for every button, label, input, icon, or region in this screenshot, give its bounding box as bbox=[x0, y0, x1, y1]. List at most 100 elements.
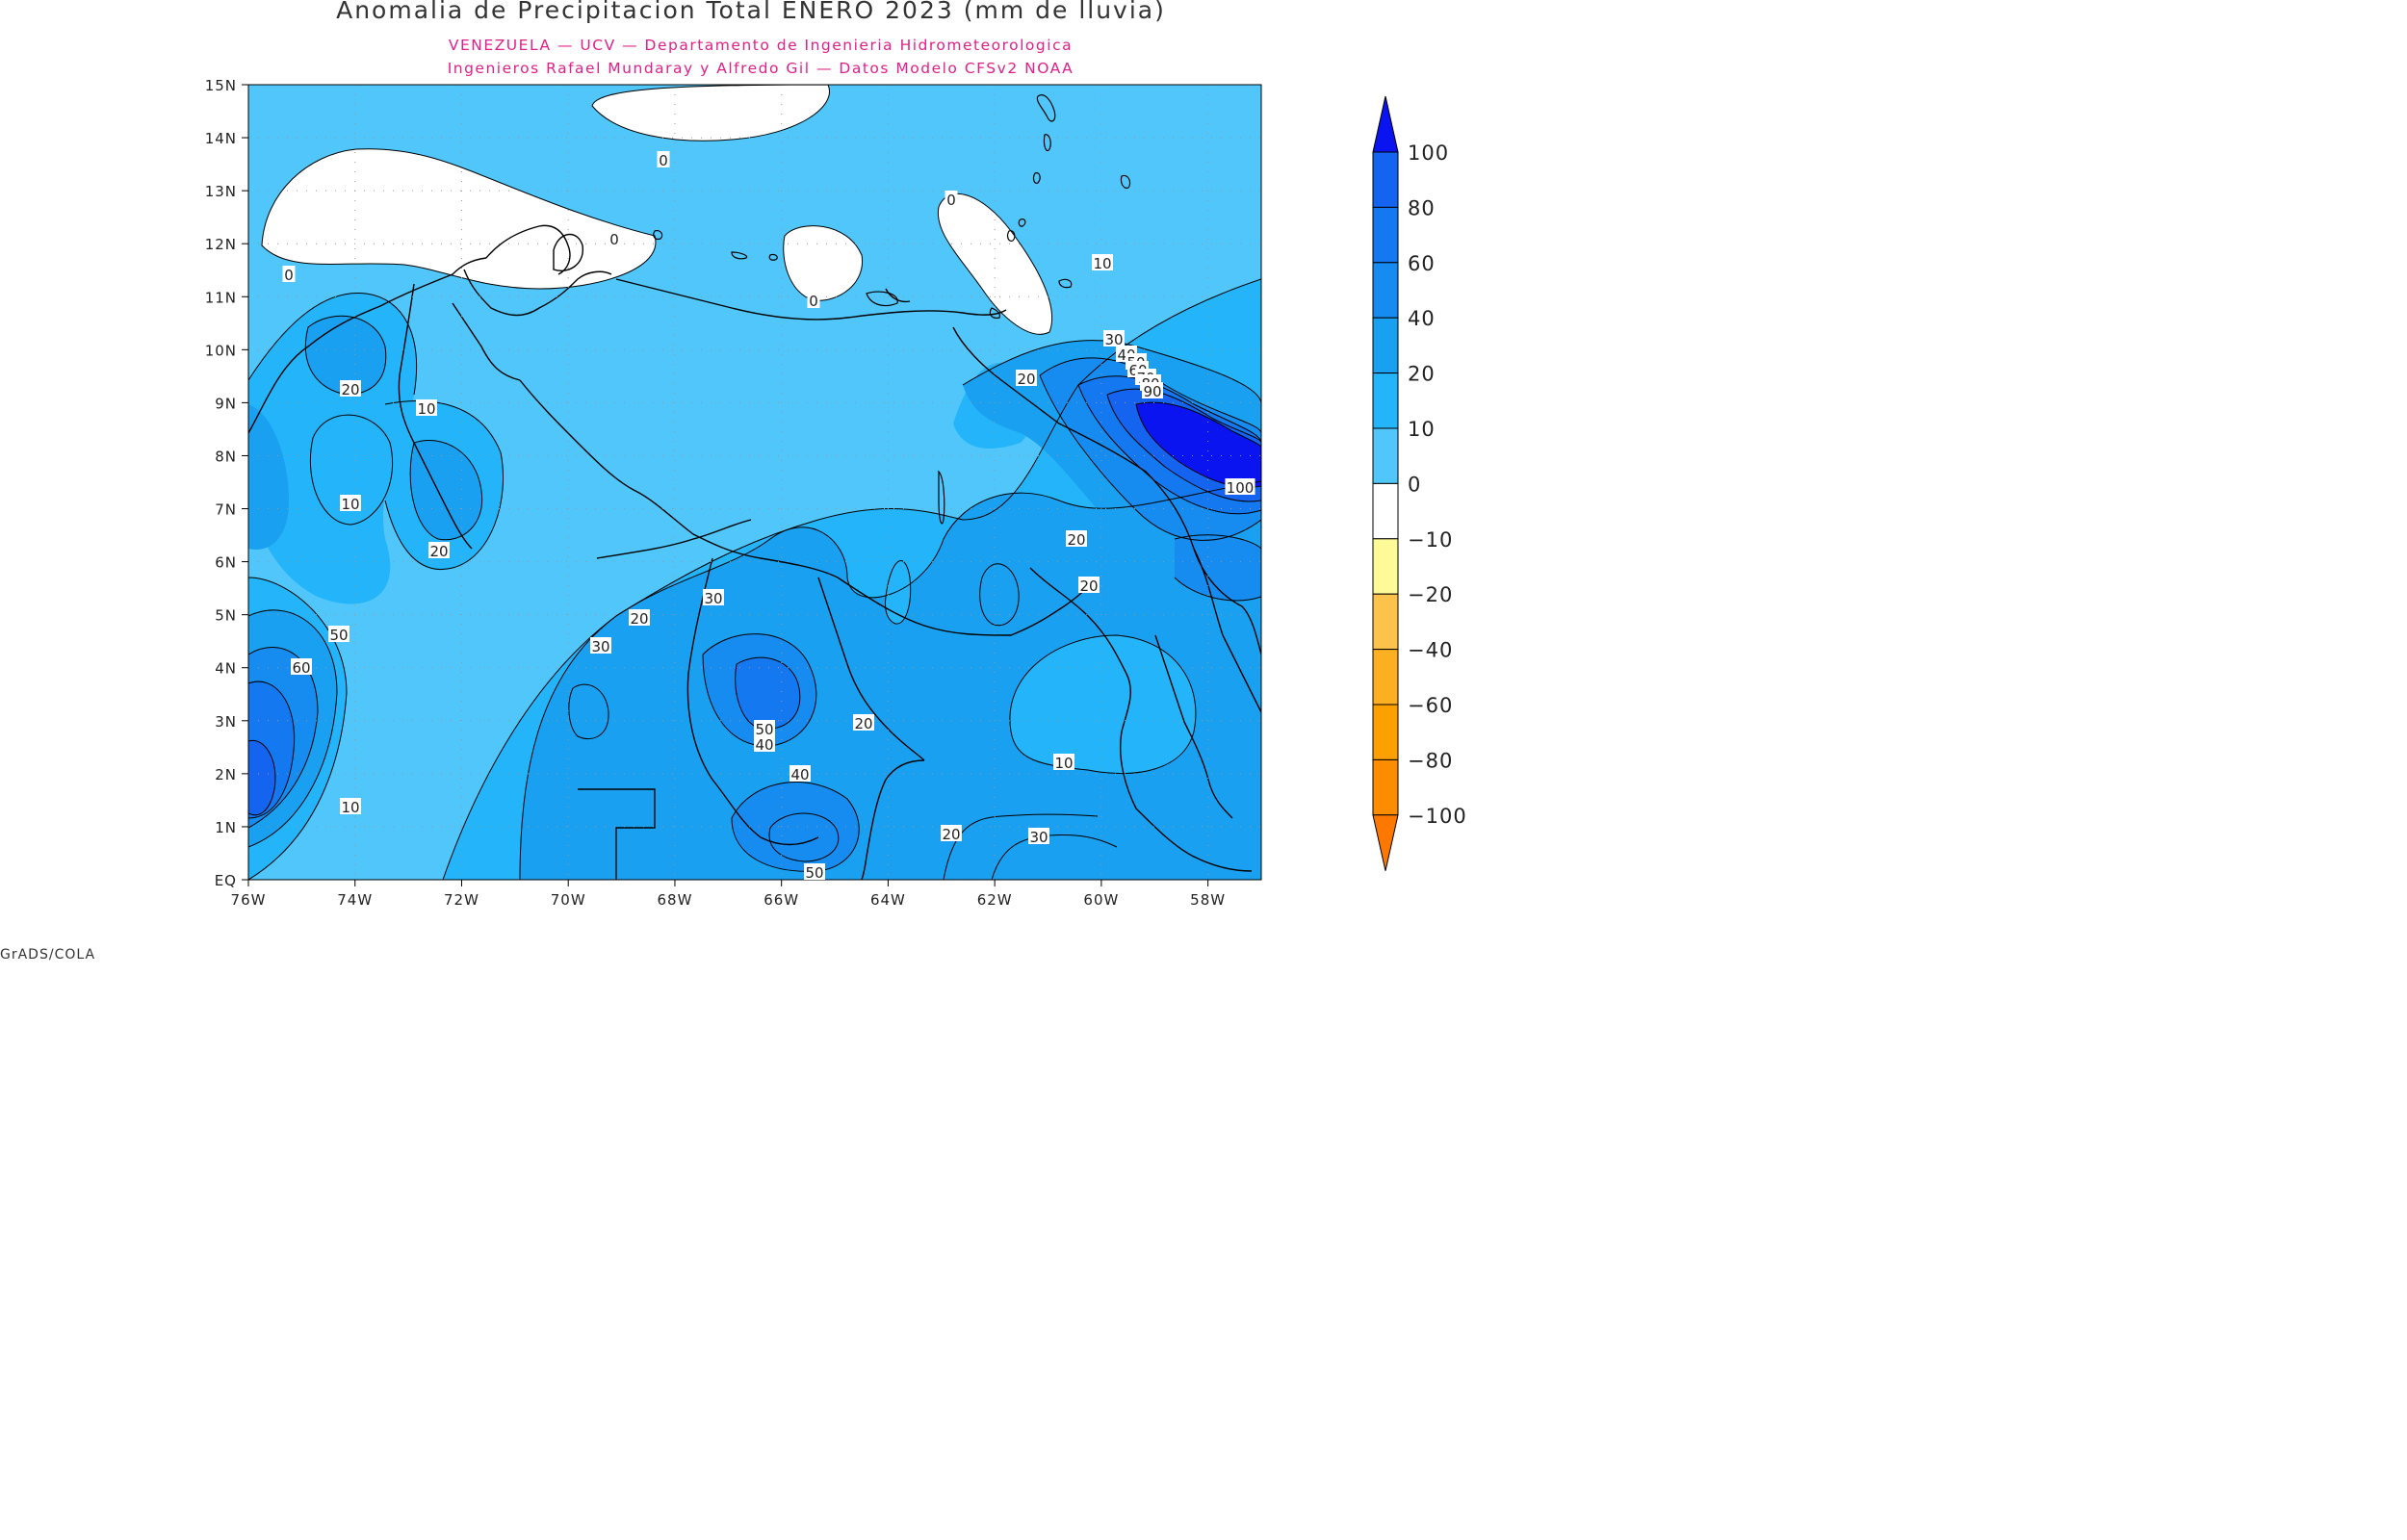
colorbar-label: −60 bbox=[1408, 694, 1453, 717]
contour-label-bg bbox=[416, 399, 437, 416]
lat-tick-label: 10N bbox=[205, 342, 237, 359]
colorbar-label: −20 bbox=[1408, 583, 1453, 606]
lon-tick-label: 64W bbox=[870, 891, 906, 909]
colorbar-label: 40 bbox=[1408, 307, 1436, 330]
caribbean-islands bbox=[653, 94, 1131, 525]
lat-tick-label: 9N bbox=[215, 395, 237, 412]
contour-label: 30 bbox=[1029, 829, 1048, 846]
lon-tick-label: 60W bbox=[1083, 891, 1119, 909]
contour-label-bg bbox=[340, 380, 361, 397]
lat-tick-label: 1N bbox=[215, 819, 237, 836]
contour-label-bg bbox=[853, 714, 874, 731]
lon-tick-label: 76W bbox=[231, 891, 267, 909]
anomaly-band-10-20-central bbox=[885, 560, 911, 625]
colorbar-label: −10 bbox=[1408, 528, 1453, 552]
lon-tick-label: 70W bbox=[551, 891, 586, 909]
colorbar-segment bbox=[1372, 206, 1399, 264]
colorbar-top-arrow bbox=[1372, 95, 1399, 153]
contour-label: 20 bbox=[429, 543, 448, 560]
contour-label: 20 bbox=[854, 715, 872, 732]
contour-label: 50 bbox=[805, 864, 823, 882]
lat-tick-label: 14N bbox=[205, 130, 237, 147]
lat-tick-label: 6N bbox=[215, 554, 237, 572]
contour-label: 20 bbox=[1079, 578, 1098, 595]
contour-label: 50 bbox=[755, 721, 773, 738]
contour-label-bg bbox=[1053, 754, 1074, 770]
lat-tick-label: 4N bbox=[215, 660, 237, 678]
colorbar-label: −80 bbox=[1408, 749, 1453, 772]
colorbar-label: 80 bbox=[1408, 196, 1436, 219]
contour-label: 60 bbox=[292, 659, 310, 677]
contour-label-bg bbox=[428, 542, 450, 558]
contour-label: 20 bbox=[341, 381, 359, 398]
contour-label-bg bbox=[282, 266, 296, 282]
contour-label-bg bbox=[754, 735, 775, 752]
contour-label: 30 bbox=[591, 638, 609, 655]
contour-label: 0 bbox=[284, 267, 294, 284]
lat-tick-label: 3N bbox=[215, 713, 237, 731]
colorbar-segment bbox=[1372, 372, 1399, 429]
colorbar-bottom-arrow bbox=[1372, 814, 1399, 871]
contour-label-bg bbox=[1066, 530, 1087, 547]
contour-label: 0 bbox=[946, 192, 956, 209]
contour-label-bg bbox=[1016, 370, 1037, 386]
colorbar-label: 100 bbox=[1408, 141, 1449, 165]
contour-label-bg bbox=[804, 863, 825, 880]
lon-tick-label: 68W bbox=[657, 891, 692, 909]
contour-label-bg bbox=[657, 151, 670, 167]
contour-label: 10 bbox=[417, 400, 435, 418]
lon-tick-label: 72W bbox=[444, 891, 479, 909]
map-plot-area bbox=[248, 85, 1261, 880]
colorbar-segment bbox=[1372, 593, 1399, 651]
contour-label-bg bbox=[1142, 382, 1163, 398]
colorbar-segment bbox=[1372, 538, 1399, 595]
colorbar-label: −40 bbox=[1408, 639, 1453, 662]
colorbar-segment bbox=[1372, 317, 1399, 374]
colorbar-segment bbox=[1372, 151, 1399, 208]
contour-label-bg bbox=[754, 720, 775, 736]
contour-label: 40 bbox=[790, 766, 809, 783]
colorbar-label: 60 bbox=[1408, 252, 1436, 275]
colorbar-segment bbox=[1372, 649, 1399, 706]
contour-label: 20 bbox=[630, 610, 648, 628]
lat-tick-label: 15N bbox=[205, 77, 237, 94]
contour-label-bg bbox=[590, 637, 611, 654]
lat-tick-label: 8N bbox=[215, 448, 237, 465]
contour-label: 30 bbox=[1104, 331, 1123, 348]
lat-tick-label: 13N bbox=[205, 183, 237, 200]
map-subtitle-authors: Ingenieros Rafael Mundaray y Alfredo Gil… bbox=[447, 60, 1074, 77]
contour-label: 10 bbox=[341, 496, 359, 513]
colorbar-segment bbox=[1372, 427, 1399, 484]
contour-label-bg bbox=[1028, 828, 1049, 844]
contour-label: 10 bbox=[341, 799, 359, 816]
contour-label: 0 bbox=[659, 152, 668, 169]
colorbar-label: 0 bbox=[1408, 473, 1421, 496]
colorbar-segment bbox=[1372, 758, 1399, 816]
contour-label-bg bbox=[608, 230, 621, 246]
contour-label-bg bbox=[703, 589, 724, 605]
lon-tick-label: 66W bbox=[764, 891, 799, 909]
contour-label-bg bbox=[941, 825, 962, 841]
lat-tick-label: EQ bbox=[215, 872, 237, 889]
lat-tick-label: 7N bbox=[215, 501, 237, 519]
contour-label: 20 bbox=[1067, 531, 1085, 549]
contour-label-bg bbox=[328, 626, 349, 642]
lat-tick-label: 2N bbox=[215, 766, 237, 783]
contour-label-bg bbox=[291, 658, 312, 675]
colorbar-label: 10 bbox=[1408, 418, 1436, 441]
contour-label-bg bbox=[807, 292, 820, 308]
contour-label: 0 bbox=[809, 293, 818, 310]
contour-label: 20 bbox=[942, 826, 960, 843]
colorbar-segment bbox=[1372, 482, 1399, 540]
contour-label-bg bbox=[340, 798, 361, 814]
contour-label: 90 bbox=[1143, 383, 1161, 400]
lon-tick-label: 74W bbox=[337, 891, 373, 909]
lat-tick-label: 11N bbox=[205, 289, 237, 306]
contour-label-bg bbox=[1225, 478, 1255, 495]
lat-tick-label: 5N bbox=[215, 607, 237, 625]
contour-label: 0 bbox=[609, 231, 619, 248]
colorbar-segment bbox=[1372, 262, 1399, 319]
map-frame bbox=[247, 84, 1262, 881]
grads-credit: GrADS/COLA bbox=[0, 947, 96, 962]
